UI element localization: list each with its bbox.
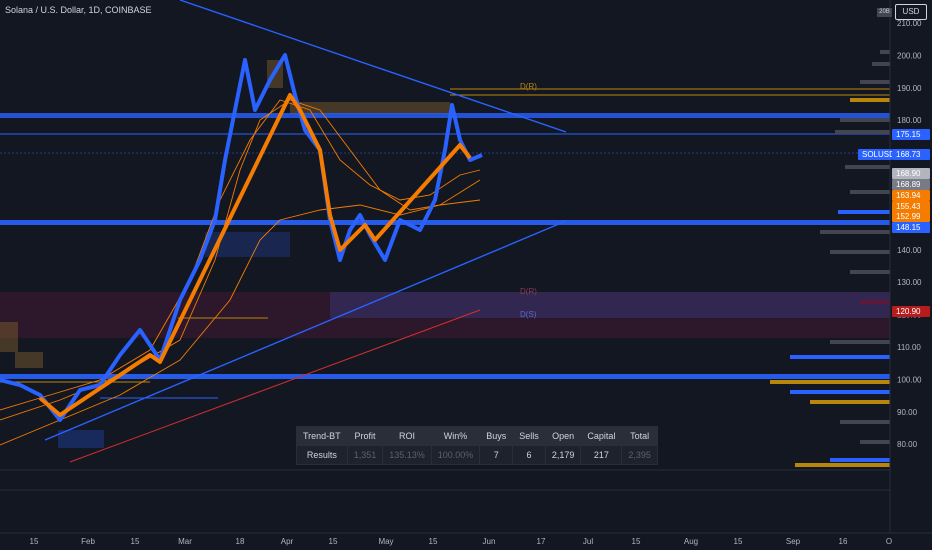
- header-capital: Capital: [580, 426, 623, 446]
- time-tick-label: Jul: [582, 537, 594, 546]
- price-tick-label: 180.00: [897, 116, 922, 125]
- level-band-148: [0, 220, 890, 225]
- price-label-text: 175.15: [896, 130, 921, 139]
- time-tick-label: Feb: [81, 537, 95, 546]
- level-band-100: [0, 374, 890, 379]
- price-label: 148.15: [892, 222, 930, 233]
- value-roi: 135.13%: [382, 445, 432, 465]
- level-band-181: [0, 113, 890, 118]
- time-tick-label: Apr: [280, 537, 294, 546]
- currency-button[interactable]: USD: [895, 4, 927, 20]
- price-tick-label: 210.00: [897, 19, 922, 28]
- volume-profile: [770, 50, 890, 467]
- bear-zone-2: [290, 102, 450, 114]
- time-tick-label: 16: [838, 537, 848, 546]
- time-tick-label: O: [885, 537, 893, 546]
- ma-orange-fast: [0, 99, 481, 411]
- price-label: 168.89: [892, 179, 930, 190]
- scale-badge[interactable]: 20B: [877, 8, 892, 17]
- value-total: 2,395: [621, 445, 658, 465]
- bull-zone-2: [58, 430, 104, 448]
- price-label: 155.43: [892, 201, 930, 212]
- price-tick-label: 130.00: [897, 278, 922, 287]
- header-profit: Profit: [346, 426, 384, 446]
- annotation-mid: D(R): [520, 287, 537, 296]
- price-axis[interactable]: 210.00200.00190.00180.00170.00160.00150.…: [897, 19, 922, 449]
- price-tick-label: 110.00: [897, 343, 921, 352]
- annotation-support: D(S): [520, 310, 537, 319]
- value-open: 2,179: [544, 445, 582, 465]
- demand-zone-inner: [330, 292, 890, 318]
- time-tick-label: 15: [29, 537, 39, 546]
- price-label: SOLUSD: [858, 149, 895, 160]
- trendline-upper: [179, 0, 567, 133]
- time-tick-label: Aug: [683, 537, 699, 546]
- header-total: Total: [621, 426, 658, 446]
- price-label-text: 168.89: [896, 180, 921, 189]
- time-tick-label: 15: [733, 537, 743, 546]
- price-label: 163.94: [892, 190, 930, 201]
- time-tick-label: 15: [130, 537, 140, 546]
- price-label-text: 152.99: [896, 212, 921, 221]
- time-tick-label: Sep: [785, 537, 801, 546]
- bear-zone-3: [0, 322, 18, 352]
- price-label: 175.15: [892, 129, 930, 140]
- time-tick-label: 15: [428, 537, 438, 546]
- price-tick-label: 140.00: [897, 246, 922, 255]
- value-buys: 7: [479, 445, 514, 465]
- price-tick-label: 190.00: [897, 84, 922, 93]
- time-tick-label: 15: [631, 537, 641, 546]
- price-label-text: SOLUSD: [862, 150, 895, 159]
- time-tick-label: May: [378, 537, 394, 546]
- value-sells: 6: [512, 445, 546, 465]
- time-tick-label: 17: [536, 537, 546, 546]
- price-ribbon-orange: [38, 93, 472, 417]
- annotation-resistance: D(R): [520, 82, 537, 91]
- price-tick-label: 200.00: [897, 51, 922, 60]
- price-label-text: 168.90: [896, 169, 921, 178]
- value-results: Results: [296, 445, 348, 465]
- price-label: 168.90: [892, 168, 930, 179]
- header-roi: ROI: [382, 426, 432, 446]
- bear-zone-4: [15, 352, 43, 368]
- time-tick-label: 18: [235, 537, 245, 546]
- time-tick-label: 15: [328, 537, 338, 546]
- price-label-text: 163.94: [896, 191, 921, 200]
- backtest-table: Trend-BT Profit ROI Win% Buys Sells Open…: [296, 426, 658, 465]
- price-tick-label: 80.00: [897, 440, 918, 449]
- header-trend-bt: Trend-BT: [296, 426, 348, 446]
- header-buys: Buys: [479, 426, 514, 446]
- header-win-pct: Win%: [430, 426, 481, 446]
- value-capital: 217: [580, 445, 623, 465]
- value-profit: 1,351: [346, 445, 384, 465]
- ma-orange-mid: [0, 99, 481, 421]
- time-tick-label: Jun: [482, 537, 496, 546]
- header-sells: Sells: [512, 426, 546, 446]
- value-win-pct: 100.00%: [430, 445, 481, 465]
- price-tick-label: 90.00: [897, 408, 918, 417]
- price-tick-label: 100.00: [897, 375, 922, 384]
- price-label-text: 148.15: [896, 223, 921, 232]
- ma-red: [69, 309, 481, 463]
- time-axis[interactable]: 15 Feb 15 Mar 18 Apr 15 May 15 Jun 17 Jul 15 Aug 15 Sep…: [0, 533, 932, 550]
- price-label: 120.90: [892, 306, 930, 317]
- price-ribbon-blue: [0, 53, 483, 422]
- demand-zone: [0, 292, 890, 338]
- price-label: 152.99: [892, 211, 930, 222]
- price-label-text: 155.43: [896, 202, 921, 211]
- price-label-text: 168.73: [896, 150, 921, 159]
- time-tick-label: Mar: [178, 537, 192, 546]
- price-labels: 175.15 SOLUSD 168.73 168.90 168.89 163.94 155.…: [858, 129, 930, 317]
- ma-orange-slow: [0, 199, 481, 446]
- price-label-text: 120.90: [896, 307, 921, 316]
- trendline-lower: [44, 220, 567, 441]
- symbol-title: Solana / U.S. Dollar, 1D, COINBASE: [5, 5, 152, 15]
- price-label: 168.73: [892, 149, 930, 160]
- header-open: Open: [544, 426, 582, 446]
